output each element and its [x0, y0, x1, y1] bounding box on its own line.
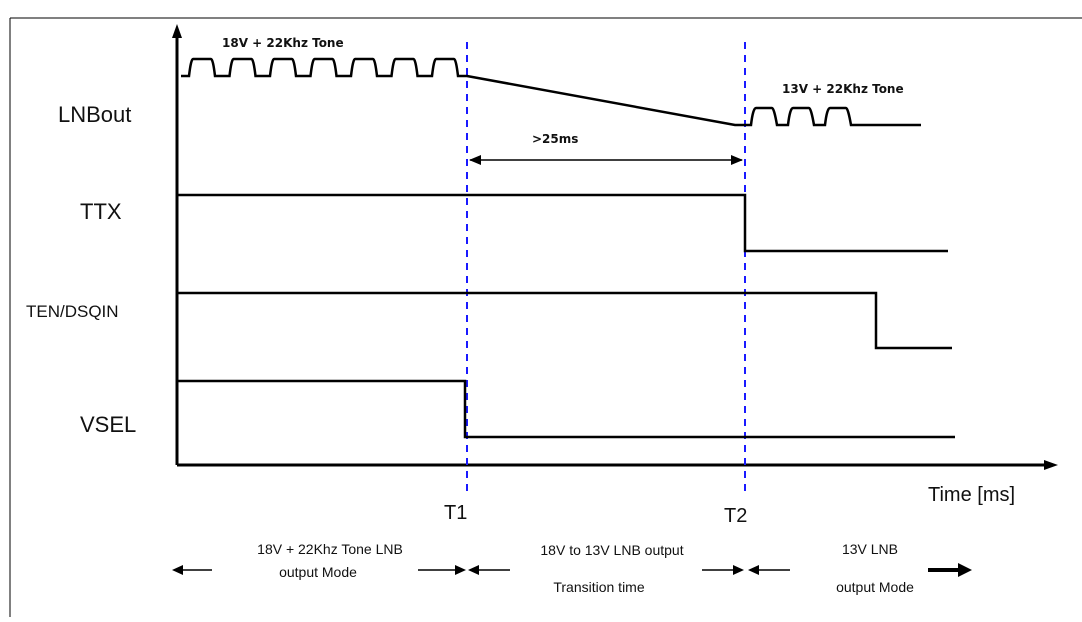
phase-2-left-arrowhead — [468, 565, 479, 575]
annotation-interval: >25ms — [532, 132, 578, 146]
signal-label-vsel: VSEL — [80, 412, 136, 437]
phase-3-right-arrowhead — [958, 563, 972, 577]
tick-label-t2: T2 — [724, 505, 747, 527]
phase-1-left-arrowhead — [172, 565, 183, 575]
annotation-tone-18v: 18V + 22Khz Tone — [222, 36, 344, 50]
phase-1-right-arrowhead — [455, 565, 466, 575]
x-axis-arrowhead — [1044, 460, 1058, 470]
phase-2-line-2: Transition time — [553, 579, 645, 595]
phase-3-line-2: output Mode — [836, 579, 914, 595]
phase-3-line-1: 13V LNB — [842, 541, 898, 557]
interval-arrow-left-head — [469, 155, 481, 165]
signal-label-ten: TEN/DSQIN — [26, 302, 119, 321]
x-axis-label: Time [ms] — [928, 484, 1015, 506]
phase-3-left-arrowhead — [748, 565, 759, 575]
phase-1-line-2: output Mode — [279, 564, 357, 580]
y-axis-arrowhead — [172, 24, 182, 38]
annotation-tone-13v: 13V + 22Khz Tone — [782, 82, 904, 96]
phase-2-right-arrowhead — [733, 565, 744, 575]
signal-label-lnbout: LNBout — [58, 102, 131, 127]
tick-label-t1: T1 — [444, 502, 467, 524]
lnbout-waveform — [181, 57, 921, 127]
signal-label-ttx: TTX — [80, 199, 122, 224]
interval-arrow-right-head — [731, 155, 743, 165]
ttx-waveform — [177, 193, 948, 253]
vsel-waveform — [177, 379, 955, 439]
ten-waveform — [177, 291, 952, 350]
phase-1-line-1: 18V + 22Khz Tone LNB — [257, 541, 403, 557]
phase-2-line-1: 18V to 13V LNB output — [540, 542, 683, 558]
